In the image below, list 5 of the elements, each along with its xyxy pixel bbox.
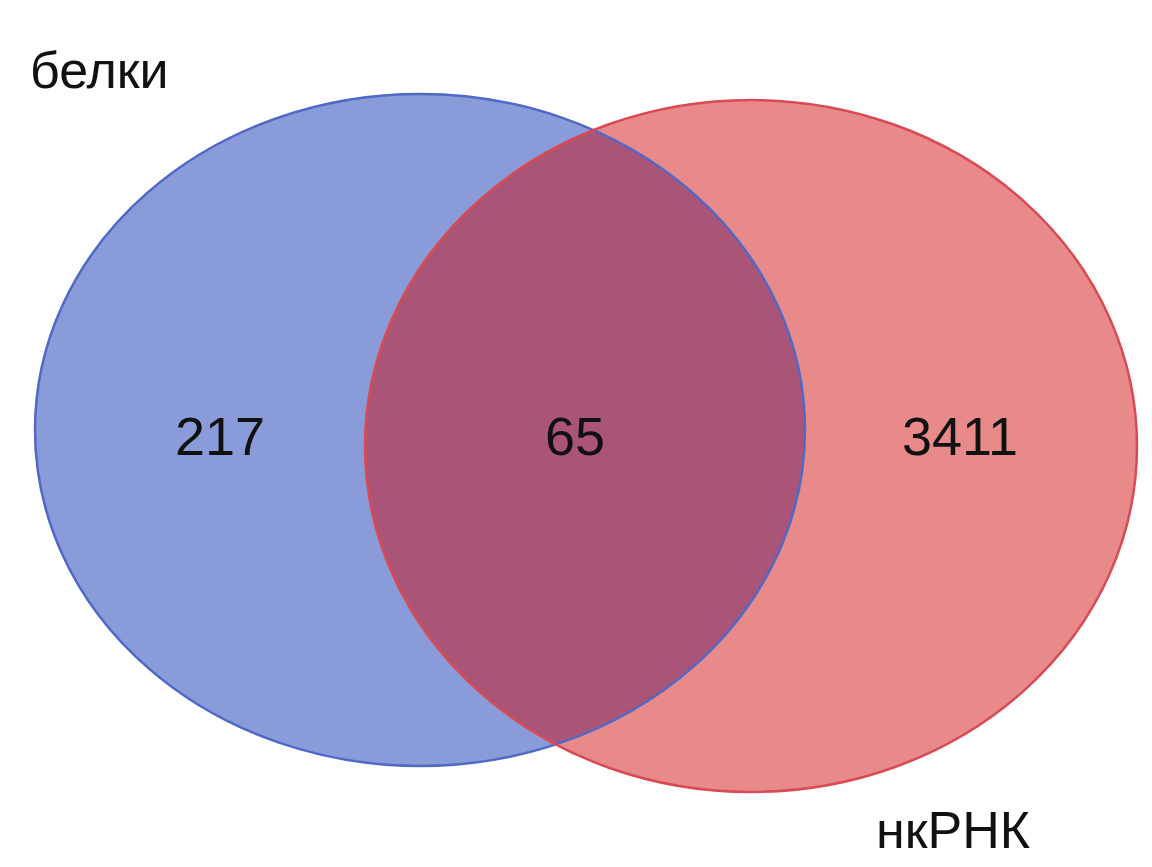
text: белки bbox=[30, 41, 169, 99]
data-label: 217 bbox=[174, 406, 266, 466]
data-label: 65 bbox=[544, 406, 606, 466]
text: нкРНК bbox=[876, 801, 1030, 859]
data-label: 3411 bbox=[901, 406, 1019, 466]
